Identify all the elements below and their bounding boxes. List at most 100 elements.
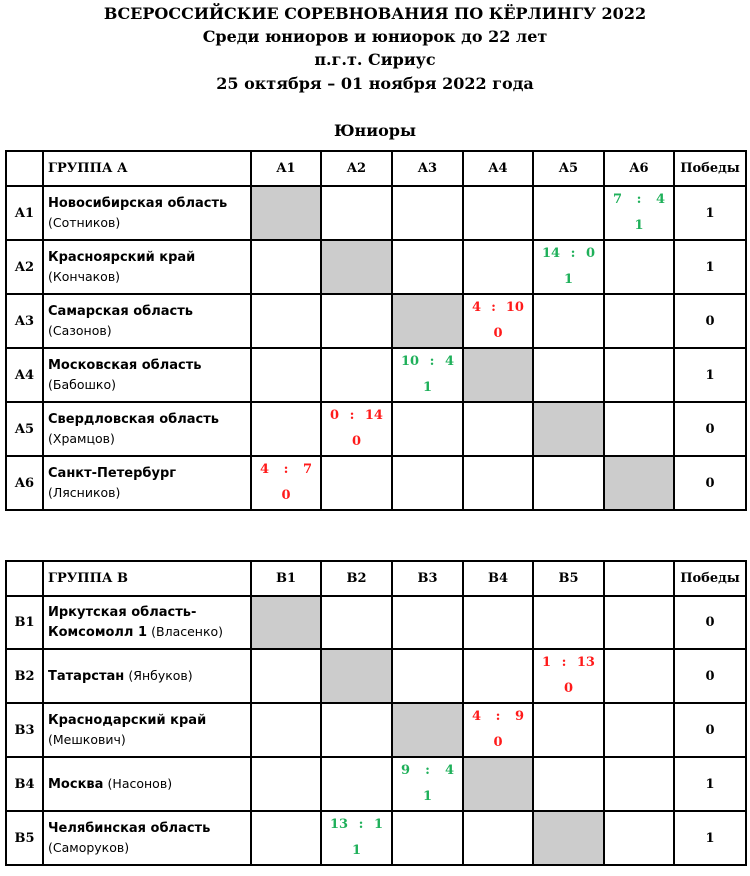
score-against: 10: [505, 300, 524, 315]
skip-name: (Храмцов): [48, 430, 115, 446]
wins-header: Победы: [673, 150, 747, 187]
result-cell: [391, 239, 464, 295]
team-id: A4: [5, 347, 44, 403]
result-cell: [532, 756, 605, 812]
score-separator: :: [283, 462, 289, 477]
result-cell: [391, 810, 464, 866]
group-a-table: ГРУППА А A1 A2 A3 A4 A5 A6 Победы A1 Новосибирска…: [5, 150, 747, 511]
self-cell: [462, 756, 534, 812]
result-cell: [250, 756, 322, 812]
wins-header: Победы: [673, 560, 747, 597]
event-place: п.г.т. Сириус: [314, 50, 436, 69]
score-against: 0: [585, 246, 595, 261]
team-cell: Московская область (Бабошко): [42, 347, 252, 403]
score-against: 13: [576, 655, 595, 670]
team-name: Иркутская область-Комсомолл 1: [48, 605, 197, 640]
score-line: 1:13: [534, 650, 603, 676]
self-cell: [320, 239, 393, 295]
table-row: A3 Самарская область (Сазонов) 4:10 0 0: [5, 293, 747, 349]
score-against: 4: [444, 763, 454, 778]
match-score: 4:10 0: [464, 295, 532, 347]
match-points: 1: [422, 380, 433, 395]
wins-count: 0: [673, 455, 747, 511]
column-header: A1: [250, 150, 322, 187]
score-line: 0:14: [322, 403, 391, 429]
match-points: 1: [563, 272, 574, 287]
skip-name: (Янбуков): [128, 668, 193, 683]
skip-name: (Саморуков): [48, 839, 130, 855]
score-for: 4: [472, 300, 482, 315]
score-line: 9:4: [393, 758, 462, 784]
match-score: 14:0 1: [534, 241, 603, 293]
group-b-table: ГРУППА В B1 B2 B3 B4 B5 Победы B1 Иркутская обла…: [5, 560, 747, 866]
team-cell: Красноярский край (Кончаков): [42, 239, 252, 295]
result-cell: 4:10 0: [462, 293, 534, 349]
match-points: 1: [634, 218, 644, 233]
score-line: 14:0: [534, 241, 603, 267]
team-name: Краснодарский край: [48, 712, 207, 728]
match-points: 0: [281, 488, 291, 503]
wins-count: 1: [673, 185, 747, 241]
score-separator: :: [491, 300, 496, 315]
column-header: [603, 560, 675, 597]
team-cell: Иркутская область-Комсомолл 1 (Власенко): [42, 595, 252, 650]
result-cell: [391, 401, 464, 457]
section-title: Юниоры: [333, 121, 417, 140]
result-cell: [320, 185, 393, 241]
team-name: Москва: [48, 777, 104, 792]
event-subtitle: Среди юниоров и юниорок до 22 лет: [202, 27, 548, 46]
result-cell: 9:4 1: [391, 756, 464, 812]
match-score: 1:13 0: [534, 650, 603, 702]
result-cell: [603, 401, 675, 457]
self-cell: [250, 185, 322, 241]
wins-count: 1: [673, 810, 747, 866]
result-cell: 1:13 0: [532, 648, 605, 704]
team-name: Челябинская область: [48, 820, 211, 836]
result-cell: [603, 810, 675, 866]
skip-name: (Сотников): [48, 214, 121, 230]
result-cell: [250, 293, 322, 349]
team-id: B2: [5, 648, 44, 704]
result-cell: [462, 401, 534, 457]
table-row: A2 Красноярский край (Кончаков) 14:0 1 1: [5, 239, 747, 295]
wins-count: 0: [673, 595, 747, 650]
score-for: 4: [260, 462, 270, 477]
team-id: B4: [5, 756, 44, 812]
match-points: 0: [493, 735, 503, 750]
column-header: A2: [320, 150, 393, 187]
match-points: 0: [493, 326, 503, 341]
match-score: 9:4 1: [393, 758, 462, 810]
result-cell: [532, 595, 605, 650]
score-separator: :: [425, 763, 430, 778]
score-separator: :: [561, 655, 567, 670]
result-cell: [320, 702, 393, 758]
match-score: 10:4 1: [393, 349, 462, 401]
self-cell: [462, 347, 534, 403]
match-score: 0:14 0: [322, 403, 391, 455]
result-cell: [391, 648, 464, 704]
result-cell: [603, 756, 675, 812]
result-cell: [320, 293, 393, 349]
match-points: 1: [422, 789, 433, 804]
table-row: A4 Московская область (Бабошко) 10:4 1 1: [5, 347, 747, 403]
self-cell: [250, 595, 322, 650]
score-line: 4:7: [252, 457, 320, 483]
score-for: 14: [542, 246, 561, 261]
result-cell: [532, 702, 605, 758]
table-row: B5 Челябинская область (Саморуков) 13:1 1 1: [5, 810, 747, 866]
team-id: B5: [5, 810, 44, 866]
wins-count: 1: [673, 347, 747, 403]
score-for: 1: [542, 655, 552, 670]
team-name: Московская область: [48, 357, 202, 373]
result-cell: [250, 239, 322, 295]
table-row: B2 Татарстан (Янбуков) 1:13 0 0: [5, 648, 747, 704]
score-line: 10:4: [393, 349, 462, 375]
team-cell: Санкт-Петербург (Лясников): [42, 455, 252, 511]
column-header: B3: [391, 560, 464, 597]
result-cell: [320, 347, 393, 403]
table-row: B1 Иркутская область-Комсомолл 1 (Власенк…: [5, 595, 747, 650]
event-dates: 25 октября – 01 ноября 2022 года: [216, 74, 534, 93]
